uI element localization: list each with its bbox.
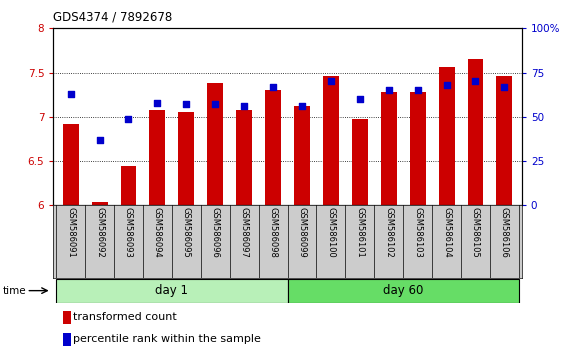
Bar [207,83,223,205]
Text: GSM586098: GSM586098 [269,207,278,258]
Bar [467,59,484,205]
Text: GDS4374 / 7892678: GDS4374 / 7892678 [53,11,173,24]
Point [297,103,306,109]
Point [355,96,364,102]
Bar [265,90,281,205]
Text: GSM586105: GSM586105 [471,207,480,258]
Bar [294,106,310,205]
Text: time: time [3,286,26,296]
Text: day 60: day 60 [383,284,424,297]
Bar [63,311,71,324]
Point [95,137,104,143]
Text: transformed count: transformed count [73,312,177,322]
Bar [236,110,252,205]
Text: GSM586091: GSM586091 [66,207,75,258]
Text: GSM586103: GSM586103 [413,207,422,258]
Bar [381,92,397,205]
Text: GSM586097: GSM586097 [240,207,249,258]
Text: GSM586101: GSM586101 [355,207,364,258]
Point [240,103,249,109]
Point [269,84,278,90]
Point [182,102,191,107]
Point [471,79,480,84]
Point [327,79,335,84]
Bar [121,166,136,205]
Point [442,82,451,88]
Text: GSM586099: GSM586099 [297,207,306,258]
Bar [288,279,519,303]
Text: GSM586104: GSM586104 [442,207,451,258]
Bar [56,279,287,303]
Text: GSM586102: GSM586102 [384,207,393,258]
Point [384,87,393,93]
Point [124,116,133,121]
Bar [91,202,108,205]
Text: percentile rank within the sample: percentile rank within the sample [73,335,261,344]
Bar [323,76,339,205]
Point [153,100,162,105]
Point [413,87,422,93]
Text: GSM586100: GSM586100 [327,207,335,258]
Text: GSM586095: GSM586095 [182,207,191,258]
Point [211,102,220,107]
Point [66,91,75,97]
Bar [439,67,454,205]
Bar [63,333,71,346]
Point [500,84,509,90]
Text: GSM586093: GSM586093 [124,207,133,258]
Text: GSM586094: GSM586094 [153,207,162,258]
Bar [178,112,194,205]
Text: day 1: day 1 [155,284,188,297]
Bar [63,124,79,205]
Bar [149,110,165,205]
Bar [410,92,426,205]
Bar [496,76,512,205]
Text: GSM586096: GSM586096 [211,207,220,258]
Text: GSM586106: GSM586106 [500,207,509,258]
Text: GSM586092: GSM586092 [95,207,104,258]
Bar [352,120,368,205]
